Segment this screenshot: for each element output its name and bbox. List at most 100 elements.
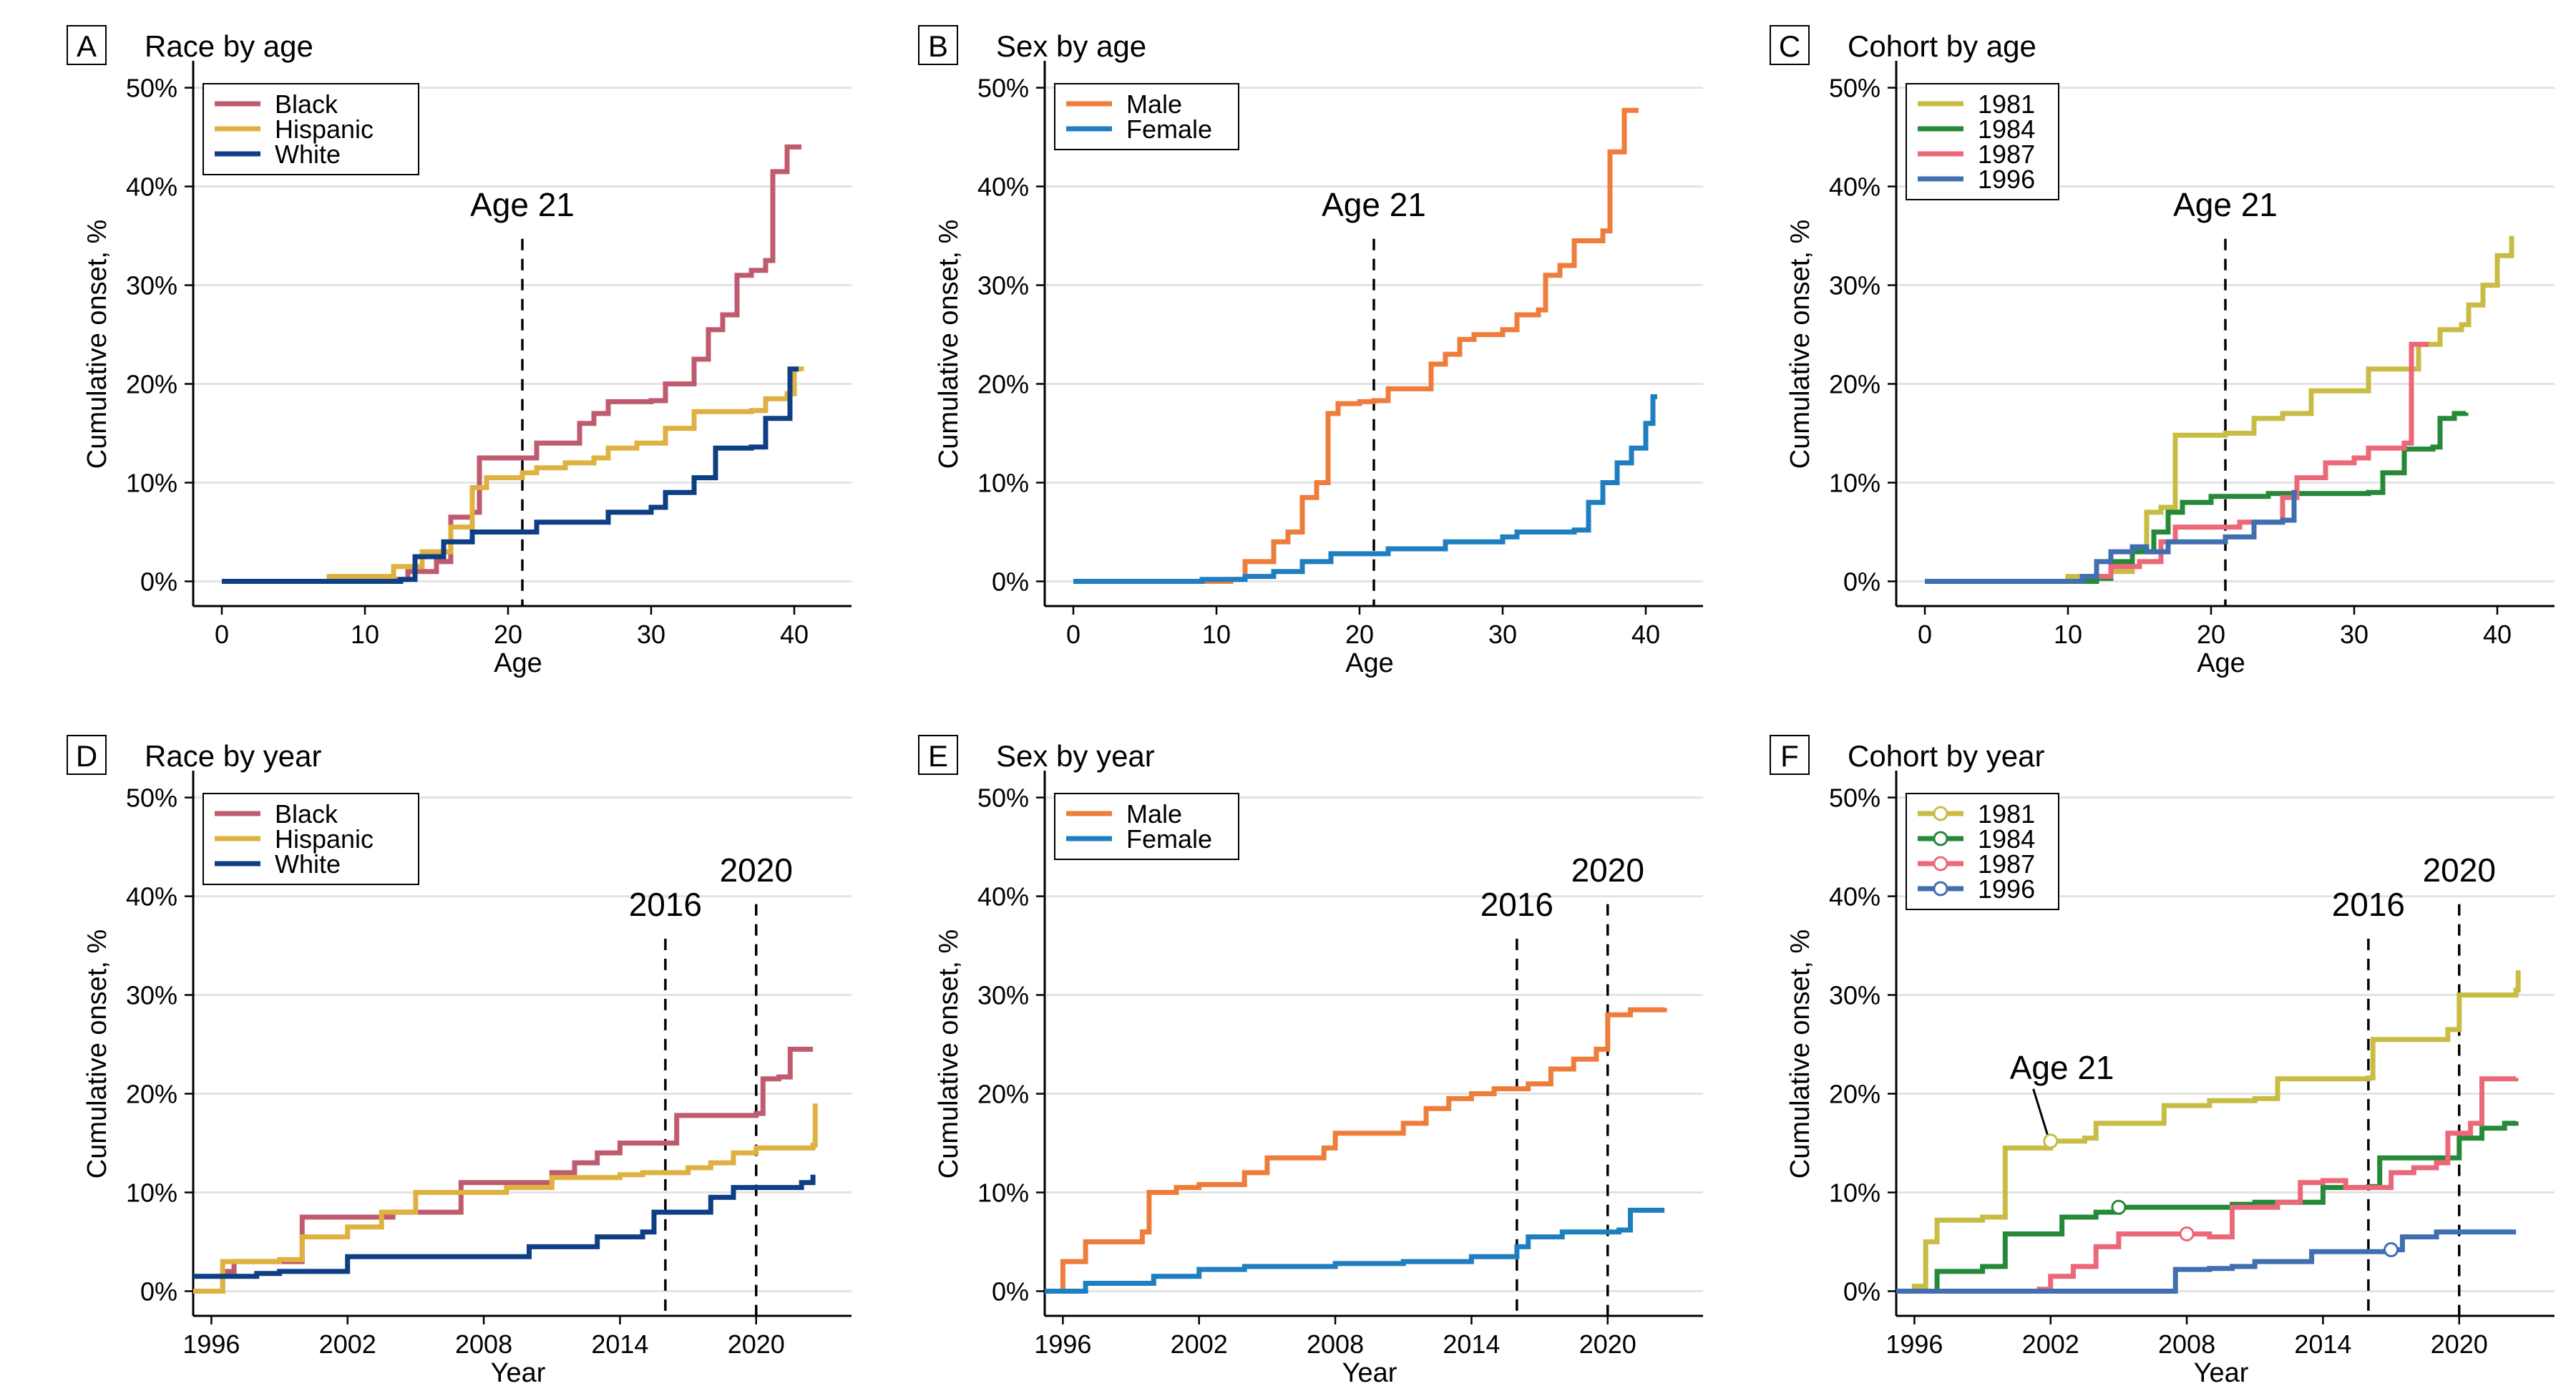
x-tick-label: 0 <box>1918 620 1932 649</box>
x-axis-label: Year <box>1342 1358 1397 1388</box>
reference-line-label: 2016 <box>1480 886 1553 923</box>
y-tick-label: 10% <box>126 1178 177 1208</box>
legend-label: White <box>275 849 341 879</box>
y-axis-label: Cumulative onset, % <box>934 929 964 1179</box>
x-tick-label: 20 <box>1345 620 1374 649</box>
panel-e: E Sex by year 0% 10% 20% 30% 40% 50% 1996 2002 200… <box>918 735 1703 1388</box>
y-axis-label: Cumulative onset, % <box>82 220 112 469</box>
series-line-female <box>1045 1207 1665 1294</box>
cohort-age21-marker <box>2111 1199 2127 1215</box>
x-axis-label: Year <box>2194 1358 2249 1388</box>
panel-a: A Race by age 0% 10% 20% 30% 40% 50% 0 10 20 30 40 Ag… <box>67 25 852 678</box>
reference-line-label: 2020 <box>1571 851 1644 889</box>
series-line-white <box>222 366 799 584</box>
x-tick-label: 10 <box>351 620 379 649</box>
panel-letter-box <box>918 735 958 775</box>
panel-letter-box <box>918 25 958 65</box>
y-tick-label: 30% <box>126 271 177 301</box>
y-axis-label: Cumulative onset, % <box>934 220 964 469</box>
panel-d: D Race by year 0% 10% 20% 30% 40% 50% 1996 2002 20… <box>67 735 852 1388</box>
x-tick-label: 20 <box>494 620 522 649</box>
legend-label: Hispanic <box>275 114 374 144</box>
annotation-arrow <box>2032 1088 2049 1136</box>
x-tick-label: 30 <box>2340 620 2368 649</box>
x-tick-label: 2002 <box>1171 1329 1228 1359</box>
y-tick-label: 20% <box>1829 1080 1880 1109</box>
x-tick-label: 2014 <box>591 1329 648 1359</box>
series-line-hispanic <box>222 366 804 584</box>
panel-letter: B <box>928 29 948 63</box>
y-tick-label: 0% <box>140 1277 177 1307</box>
legend-label: Black <box>275 89 338 119</box>
y-tick-label: 10% <box>977 469 1029 498</box>
legend-label: Female <box>1126 824 1212 854</box>
panel-title: Cohort by year <box>1848 739 2044 773</box>
x-tick-label: 1996 <box>1034 1329 1091 1359</box>
panel-title: Cohort by age <box>1848 29 2036 63</box>
y-tick-label: 30% <box>1829 981 1880 1010</box>
y-axis-label: Cumulative onset, % <box>1785 220 1815 469</box>
legend-label: 1981 <box>1978 799 2035 829</box>
x-tick-label: 2008 <box>455 1329 512 1359</box>
series-line-white <box>193 1174 816 1279</box>
x-tick-label: 2008 <box>1307 1329 1364 1359</box>
panel-letter-box <box>1770 25 1810 65</box>
panel-f: F Cohort by year 0% 10% 20% 30% 40% 50% 1996 2002… <box>1770 735 2555 1388</box>
y-tick-label: 10% <box>126 469 177 498</box>
series-line-female <box>1073 394 1657 584</box>
legend-label: 1984 <box>1978 824 2035 854</box>
x-tick-label: 2014 <box>1443 1329 1500 1359</box>
legend-box <box>203 83 419 175</box>
series-line-1984 <box>1896 1121 2519 1294</box>
legend-label: 1996 <box>1978 874 2035 904</box>
legend-label: 1996 <box>1978 165 2035 194</box>
series-line-1981 <box>1896 970 2521 1294</box>
legend-marker <box>1933 881 1948 897</box>
x-tick-label: 2020 <box>2431 1329 2488 1359</box>
legend-label: Female <box>1126 114 1212 144</box>
panel-letter: C <box>1779 29 1800 63</box>
x-tick-label: 30 <box>637 620 665 649</box>
y-tick-label: 40% <box>126 882 177 912</box>
x-axis-label: Age <box>494 648 542 678</box>
x-tick-label: 2020 <box>728 1329 785 1359</box>
panel-letter: D <box>76 739 97 773</box>
cohort-age21-marker <box>2179 1226 2195 1241</box>
legend-label: Black <box>275 799 338 829</box>
x-tick-label: 2020 <box>1579 1329 1636 1359</box>
series-group <box>193 1046 818 1294</box>
panel-letter: A <box>77 29 97 63</box>
y-tick-label: 20% <box>126 1080 177 1109</box>
y-tick-label: 50% <box>1829 784 1880 813</box>
reference-line-label: 2020 <box>2423 851 2496 889</box>
legend-label: 1987 <box>1978 140 2035 169</box>
y-tick-label: 50% <box>126 74 177 103</box>
series-line-1984 <box>1925 411 2469 584</box>
reference-line-label: Age 21 <box>1322 186 1426 223</box>
x-tick-label: 0 <box>1066 620 1080 649</box>
legend-label: Male <box>1126 799 1182 829</box>
y-tick-label: 0% <box>1843 567 1880 597</box>
legend-box <box>1054 793 1239 860</box>
y-tick-label: 10% <box>1829 1178 1880 1208</box>
y-tick-label: 40% <box>126 172 177 202</box>
y-tick-label: 0% <box>992 1277 1029 1307</box>
panel-title: Sex by age <box>996 29 1146 63</box>
x-tick-label: 20 <box>2197 620 2225 649</box>
series-group <box>222 144 804 584</box>
reference-line-label: 2016 <box>629 886 702 923</box>
cohort-age21-marker <box>2043 1133 2059 1149</box>
panel-title: Sex by year <box>996 739 1155 773</box>
x-tick-label: 10 <box>1202 620 1231 649</box>
series-line-black <box>222 144 801 584</box>
series-line-1987 <box>1896 1076 2519 1294</box>
series-line-male <box>1073 107 1639 584</box>
legend-box <box>1054 83 1239 150</box>
y-tick-label: 30% <box>977 271 1029 301</box>
panel-letter: E <box>928 739 948 773</box>
